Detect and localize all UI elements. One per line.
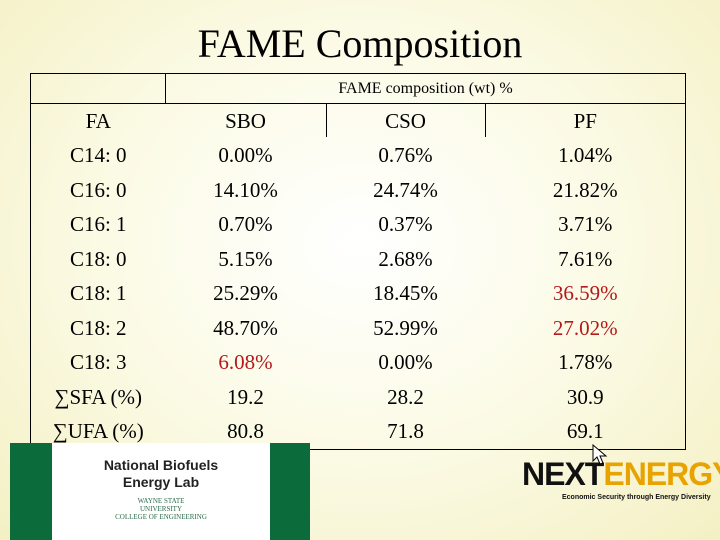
national-biofuels-energy-lab-logo: National Biofuels Energy Lab WAYNE STATE…: [10, 443, 310, 540]
column-header-row: FA SBO CSO PF: [30, 103, 686, 139]
table-row: C16: 0 14.10% 24.74% 21.82%: [30, 173, 686, 208]
sbo-cell: 0.00%: [218, 143, 273, 168]
column-separator: [485, 103, 486, 137]
table-row: C14: 0 0.00% 0.76% 1.04%: [30, 138, 686, 173]
pf-cell: 7.61%: [485, 242, 686, 277]
fa-cell: C18: 1: [30, 276, 166, 311]
logo-green-band: [10, 443, 52, 540]
slide-title: FAME Composition: [197, 21, 523, 66]
col-header-fa: FA: [30, 103, 166, 139]
pf-cell: 30.9: [485, 380, 686, 415]
fa-cell: ∑SFA (%): [30, 380, 166, 415]
fa-cell: C18: 2: [30, 311, 166, 346]
wordmark-next: NEXT: [522, 456, 604, 492]
pf-cell-highlight: 27.02%: [485, 311, 686, 346]
cso-cell: 28.2: [387, 384, 424, 409]
group-header-empty-cell: [30, 73, 166, 104]
sbo-cell: 5.15%: [218, 246, 273, 271]
sbo-cell: 14.10%: [213, 177, 278, 202]
sbo-cell: 48.70%: [213, 315, 278, 340]
logo-sub-line: WAYNE STATE: [137, 497, 185, 505]
pf-cell: 3.71%: [485, 207, 686, 242]
cso-cell: 0.76%: [378, 143, 433, 168]
logo-name: National Biofuels Energy Lab: [52, 457, 270, 491]
logo-name-line: Energy Lab: [122, 474, 200, 490]
cso-cell: 71.8: [325, 414, 486, 450]
mouse-cursor-icon: [592, 444, 608, 465]
sbo-cell: 25.29%: [213, 281, 278, 306]
pf-cell: 21.82%: [485, 173, 686, 208]
pf-cell: 1.04%: [485, 138, 686, 173]
fa-cell: C16: 0: [30, 173, 166, 208]
sbo-cell-highlight: 6.08%: [218, 350, 273, 375]
fa-cell: C16: 1: [30, 207, 166, 242]
sbo-cell: 19.2: [227, 384, 264, 409]
logo-sub-line: UNIVERSITY: [140, 505, 182, 513]
table-row: C18: 0 5.15% 2.68% 7.61%: [30, 242, 686, 277]
table-row: C18: 1 25.29% 18.45% 36.59%: [30, 276, 686, 311]
sbo-cell: 0.70%: [218, 212, 273, 237]
col-header-sbo: SBO: [225, 108, 266, 133]
fame-table: FAME composition (wt) % FA SBO CSO PF C1…: [30, 73, 686, 450]
table-row: ∑UFA (%) 80.8 71.8 69.1: [30, 414, 686, 450]
cso-cell: 2.68%: [378, 246, 433, 271]
nextenergy-wordmark: NEXTENERGY: [522, 454, 720, 494]
logo-sub-line: COLLEGE OF ENGINEERING: [115, 513, 207, 521]
cso-cell: 18.45%: [373, 281, 438, 306]
column-separator: [326, 103, 327, 137]
cso-cell: 24.74%: [373, 177, 438, 202]
pf-cell: 1.78%: [485, 345, 686, 380]
wordmark-energy: ENERGY: [603, 456, 720, 492]
group-header: FAME composition (wt) %: [165, 73, 686, 104]
col-header-pf: PF: [485, 103, 686, 139]
fa-cell: C18: 0: [30, 242, 166, 277]
group-header-row: FAME composition (wt) %: [30, 73, 686, 104]
col-header-cso: CSO: [385, 108, 426, 133]
logo-name-line: National Biofuels: [103, 457, 219, 473]
pf-cell: 69.1: [485, 414, 686, 450]
table-row: C16: 1 0.70% 0.37% 3.71%: [30, 207, 686, 242]
fa-cell: C14: 0: [30, 138, 166, 173]
cso-cell: 0.37%: [378, 212, 433, 237]
logo-green-band: [270, 443, 310, 540]
table-row: ∑SFA (%) 19.2 28.2 30.9: [30, 380, 686, 415]
cso-cell: 0.00%: [378, 350, 433, 375]
logo-subtitle: WAYNE STATE UNIVERSITY COLLEGE OF ENGINE…: [52, 497, 270, 521]
pf-cell-highlight: 36.59%: [485, 276, 686, 311]
nextenergy-tagline: Economic Security through Energy Diversi…: [562, 494, 711, 501]
cso-cell: 52.99%: [373, 315, 438, 340]
nextenergy-logo: NEXTENERGY Economic Security through Ene…: [522, 454, 720, 514]
fa-cell: C18: 3: [30, 345, 166, 380]
table-row: C18: 2 48.70% 52.99% 27.02%: [30, 311, 686, 346]
table-row: C18: 3 6.08% 0.00% 1.78%: [30, 345, 686, 380]
